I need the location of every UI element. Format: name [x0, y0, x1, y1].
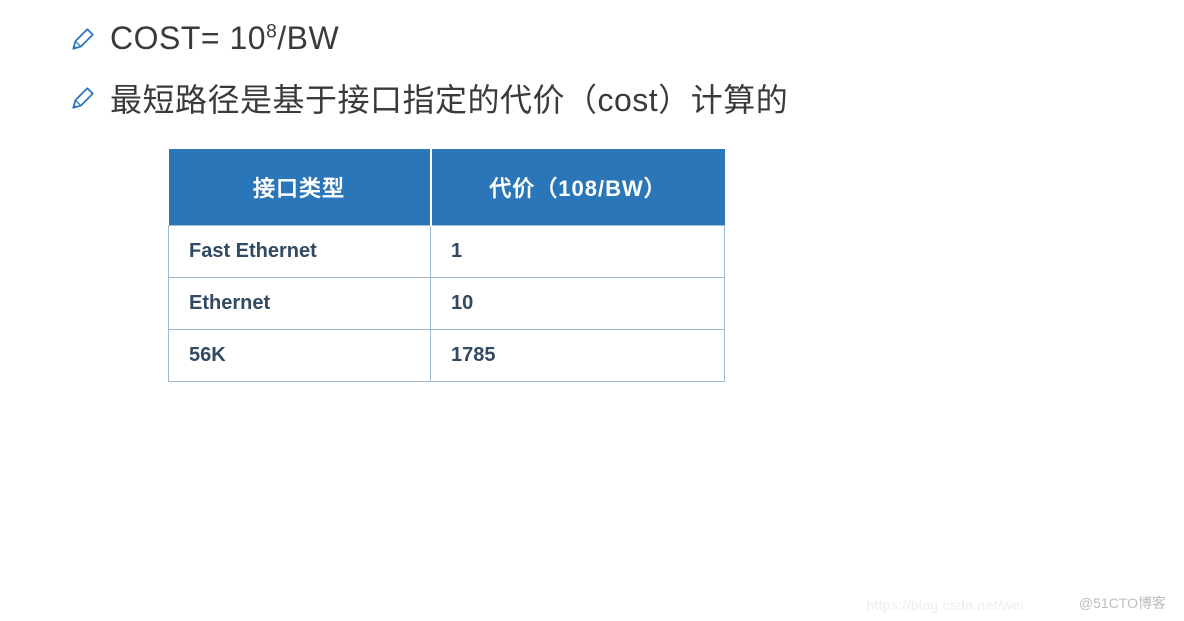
- cell-interface-type: Fast Ethernet: [169, 226, 431, 278]
- pencil-icon: [70, 85, 96, 111]
- table-row: Fast Ethernet 1: [169, 226, 725, 278]
- cost-prefix: COST= 10: [110, 20, 266, 56]
- bullet-text-2: 最短路径是基于接口指定的代价（cost）计算的: [110, 75, 788, 121]
- table-row: Ethernet 10: [169, 278, 725, 330]
- watermark-dark: @51CTO博客: [1079, 593, 1166, 613]
- cell-interface-type: Ethernet: [169, 278, 431, 330]
- watermark-light: https://blog.csdn.net/wei: [866, 597, 1024, 613]
- cell-interface-type: 56K: [169, 330, 431, 382]
- cell-cost: 1785: [431, 330, 725, 382]
- cost-suffix: /BW: [277, 20, 339, 56]
- bullet-text-1: COST= 108/BW: [110, 20, 339, 57]
- cost-table: 接口类型 代价（108/BW） Fast Ethernet 1 Ethernet…: [168, 149, 725, 382]
- table-row: 56K 1785: [169, 330, 725, 382]
- bullet-line-2: 最短路径是基于接口指定的代价（cost）计算的: [0, 75, 1184, 121]
- pencil-icon: [70, 26, 96, 52]
- bullet-line-1: COST= 108/BW: [0, 20, 1184, 57]
- cell-cost: 1: [431, 226, 725, 278]
- cost-exponent: 8: [266, 21, 277, 42]
- cell-cost: 10: [431, 278, 725, 330]
- table-header-interface-type: 接口类型: [169, 149, 431, 226]
- cost-table-wrap: 接口类型 代价（108/BW） Fast Ethernet 1 Ethernet…: [0, 149, 1184, 382]
- table-header-row: 接口类型 代价（108/BW）: [169, 149, 725, 226]
- table-header-cost: 代价（108/BW）: [431, 149, 725, 226]
